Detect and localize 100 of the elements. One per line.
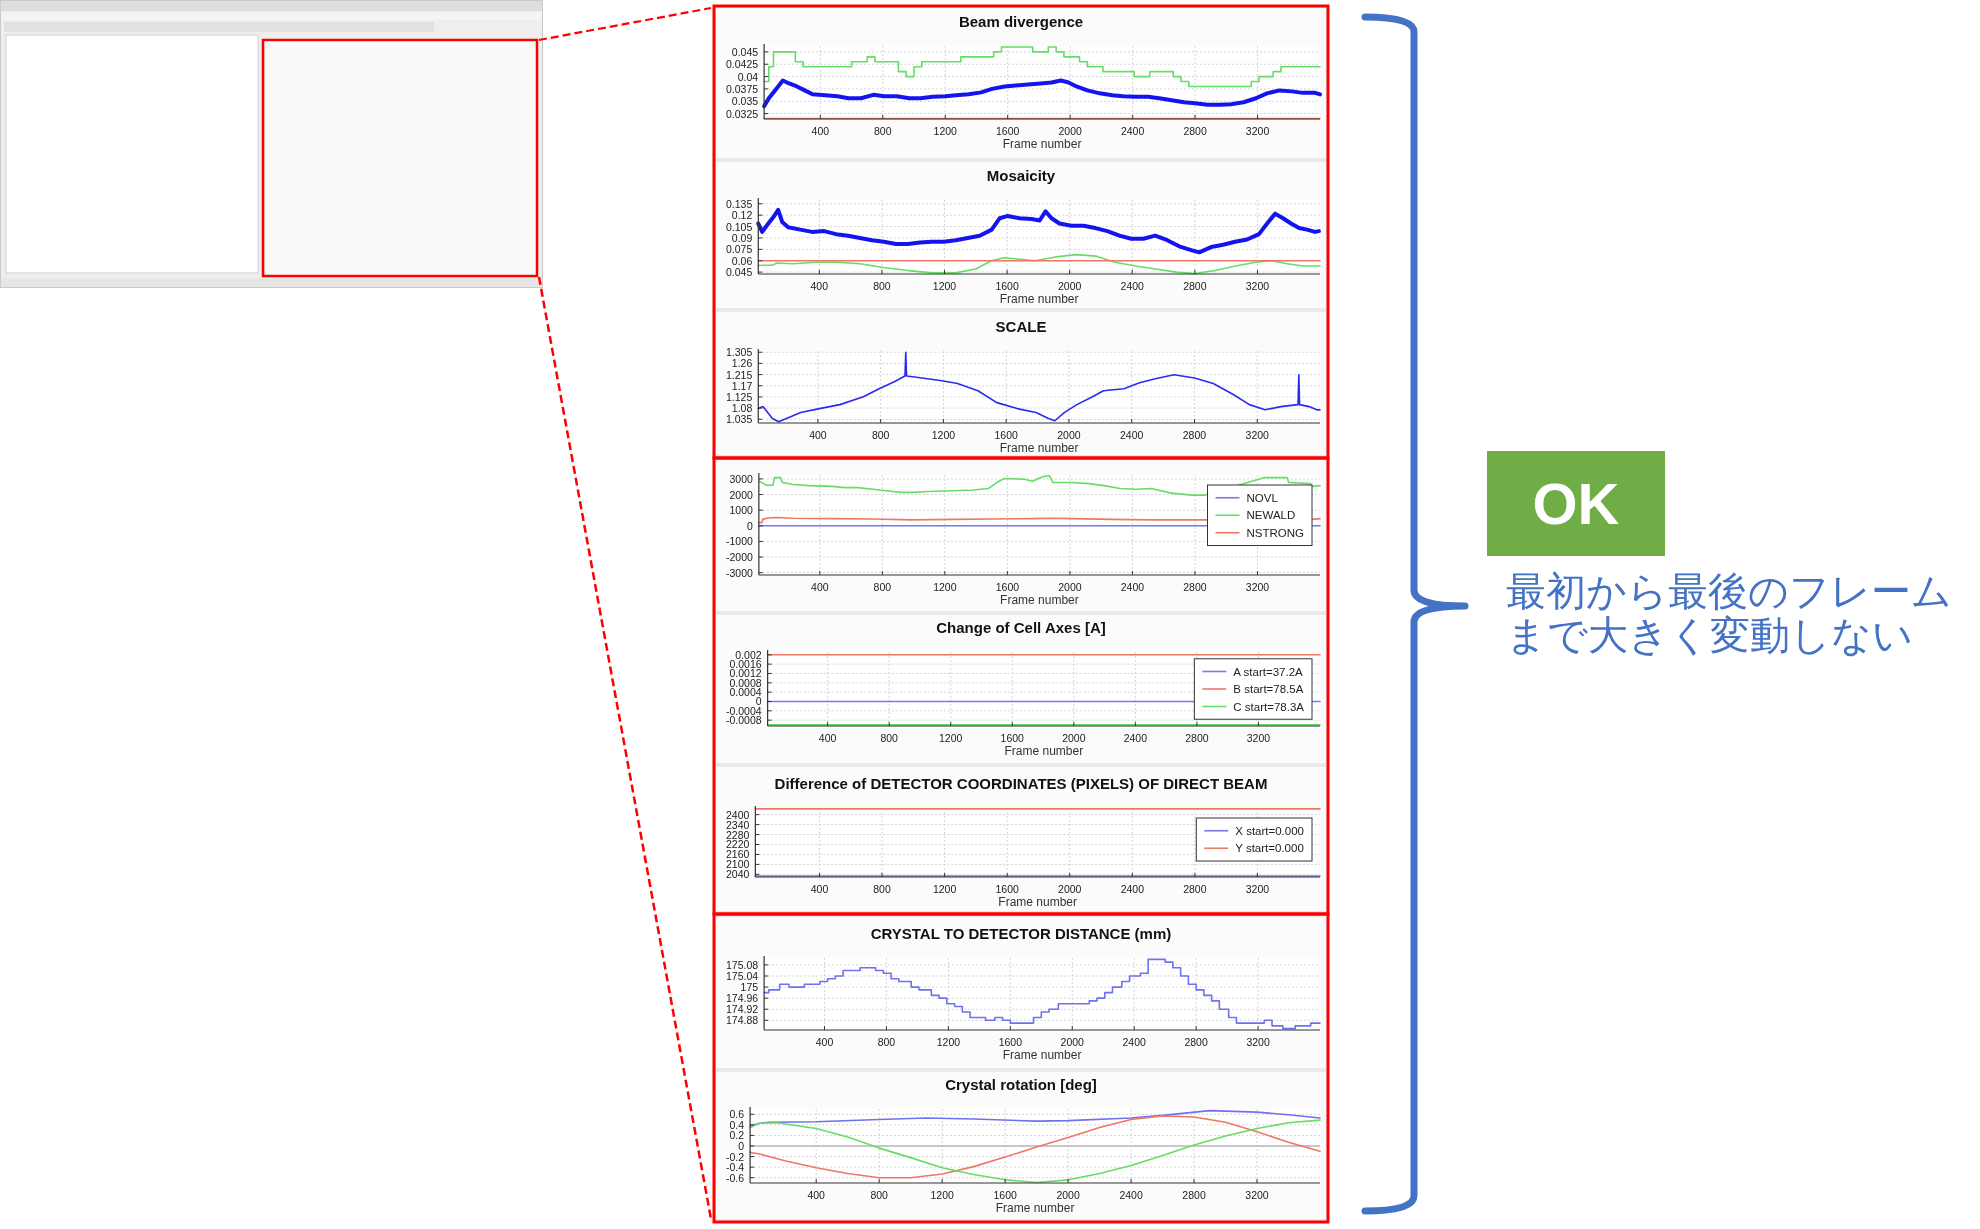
x-tick-label: 1200 [932,883,957,895]
y-tick-label: 0.0325 [726,107,759,120]
x-tick-label: 2800 [1183,883,1207,895]
x-axis-title: Frame number [998,895,1078,909]
x-tick-label: 2000 [1058,883,1082,895]
legend-label: A start=37.2A [1233,665,1304,678]
line-series [758,474,1321,496]
y-tick-label: -0.6 [726,1171,745,1184]
legend-label: B start=78.5A [1233,683,1304,695]
x-tick-label: 1600 [998,1036,1023,1048]
y-tick-label: 174.88 [726,1014,759,1027]
y-tick-label: 2040 [726,868,750,881]
x-tick-label: 2800 [1185,732,1209,744]
chart-title: Crystal rotation [deg] [945,1076,1097,1093]
x-tick-label: 3200 [1246,732,1271,744]
x-tick-label: 1200 [931,429,956,441]
chart-title: Difference of DETECTOR COORDINATES (PIXELS) OF DIRECT BEAM [774,775,1268,792]
legend-label: NSTRONG [1246,526,1305,539]
x-tick-label: 800 [873,280,891,292]
y-tick-label: 1.215 [726,368,753,381]
x-axis-title: Frame number [1002,1048,1082,1062]
x-tick-label: 3200 [1245,280,1270,292]
y-tick-label: 0.075 [726,243,753,256]
x-tick-label: 2000 [1060,1036,1085,1048]
x-tick-label: 400 [809,429,827,441]
x-axis-title: Frame number [1004,744,1084,758]
y-tick-label: 2280 [726,828,750,841]
chart-title: Beam divergence [958,13,1084,30]
x-tick-label: 2400 [1120,429,1144,441]
x-tick-label: 2400 [1120,883,1145,895]
x-tick-label: 800 [870,1189,889,1201]
x-tick-label: 2000 [1058,125,1083,137]
x-tick-label: 3200 [1245,581,1270,593]
y-tick-label: 0.0375 [726,82,759,95]
y-tick-label: 0.04 [737,70,759,83]
y-tick-label: 0 [747,519,754,532]
chart-title: SCALE [995,318,1047,335]
x-tick-label: 2800 [1182,1189,1206,1201]
y-tick-label: -3000 [726,566,754,579]
x-tick-label: 3200 [1245,125,1270,137]
x-tick-label: 1600 [995,883,1020,895]
x-tick-label: 800 [877,1036,896,1048]
y-tick-label: 0.045 [726,266,753,279]
y-tick-label: 0.2 [729,1129,745,1142]
y-tick-label: -0.2 [726,1150,745,1163]
x-tick-label: 1600 [995,581,1020,593]
x-tick-label: 2000 [1057,429,1081,441]
legend-label: NEWALD [1246,509,1296,522]
x-tick-label: 3200 [1245,429,1270,441]
y-tick-label: 1000 [729,504,754,517]
x-tick-label: 2800 [1182,429,1207,441]
x-tick-label: 2400 [1120,125,1145,137]
y-tick-label: 1.035 [726,413,753,426]
x-tick-label: 800 [873,883,891,895]
x-axis-title: Frame number [995,1201,1075,1215]
x-tick-label: 1600 [1000,732,1025,744]
x-tick-label: 1200 [930,1189,954,1201]
x-tick-label: 2000 [1056,1189,1080,1201]
x-tick-label: 2400 [1122,1036,1147,1048]
y-tick-label: 2220 [726,838,750,851]
x-tick-label: 1600 [995,280,1019,292]
y-tick-label: -0.0008 [726,714,762,727]
x-tick-label: 1600 [994,429,1019,441]
y-tick-label: 3000 [729,472,754,485]
x-tick-label: 400 [818,732,837,744]
x-tick-label: 3200 [1245,883,1270,895]
y-tick-label: 0.09 [731,231,753,244]
y-tick-label: -0.4 [726,1161,745,1174]
x-tick-label: 2000 [1062,732,1086,744]
x-axis-title: Frame number [999,441,1079,455]
y-tick-label: 2100 [726,858,750,871]
x-axis-title: Frame number [999,292,1079,306]
x-axis-title: Frame number [1002,137,1082,151]
x-tick-label: 400 [810,280,829,292]
x-tick-label: 400 [811,125,830,137]
text: OK [1532,471,1620,536]
x-axis-title: Frame number [1000,593,1079,607]
x-tick-label: 800 [874,125,892,137]
x-tick-label: 2000 [1057,280,1082,292]
legend-label: NOVL [1246,491,1279,504]
legend-label: C start=78.3A [1233,700,1305,713]
x-tick-label: 2800 [1183,280,1207,292]
line-series [762,78,1322,109]
y-tick-label: 0.06 [731,254,753,267]
x-tick-label: 1200 [933,581,957,593]
x-tick-label: 800 [873,581,892,593]
x-tick-label: 800 [880,732,899,744]
x-tick-label: 400 [810,883,829,895]
x-tick-label: 3200 [1246,1036,1270,1048]
y-tick-label: 1.08 [731,402,753,415]
y-tick-label: -1000 [726,535,754,548]
chart-title: CRYSTAL TO DETECTOR DISTANCE (mm) [870,925,1172,942]
y-tick-label: 0.12 [731,209,753,222]
x-tick-label: 800 [871,429,890,441]
y-tick-label: 0.6 [729,1108,745,1121]
chart-title: Mosaicity [986,167,1056,184]
x-tick-label: 3200 [1245,1189,1269,1201]
legend-label: Y start=0.000 [1235,842,1304,855]
x-tick-label: 2800 [1184,1036,1208,1048]
x-tick-label: 400 [815,1036,834,1048]
